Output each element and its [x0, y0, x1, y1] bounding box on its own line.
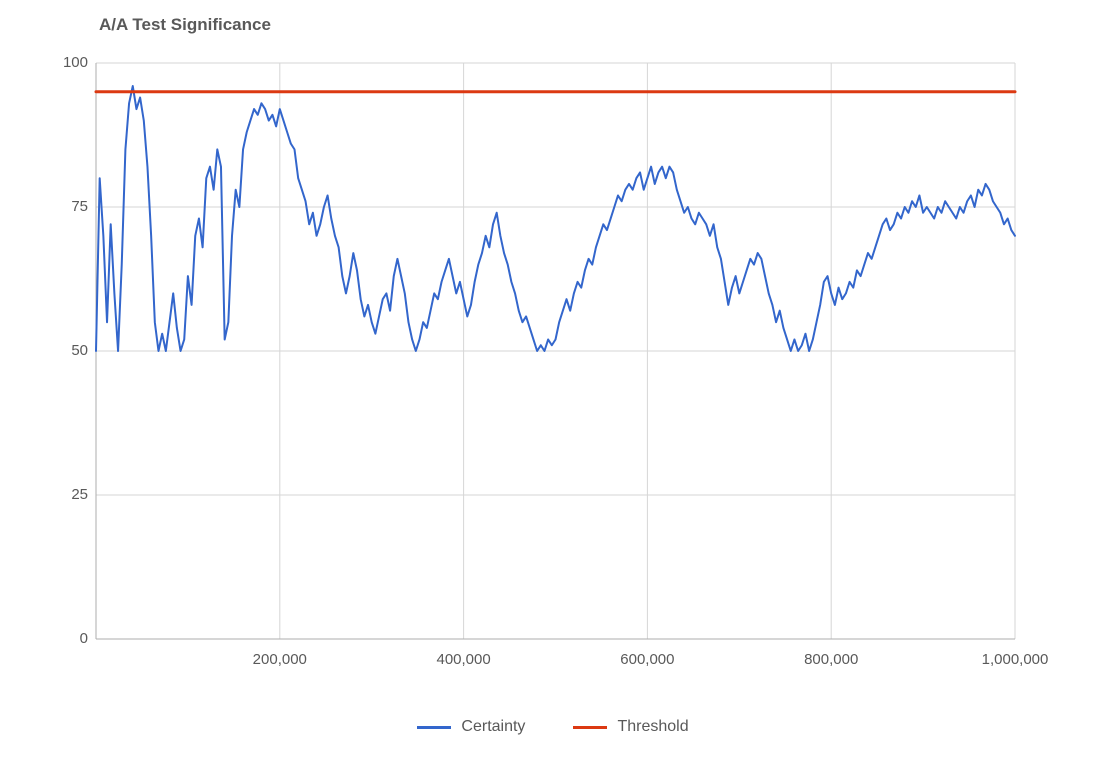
legend-item: Certainty [417, 718, 525, 736]
x-tick-label: 200,000 [253, 651, 307, 668]
x-tick-label: 400,000 [436, 651, 490, 668]
chart-plot [0, 0, 1106, 769]
x-tick-label: 600,000 [620, 651, 674, 668]
x-tick-label: 800,000 [804, 651, 858, 668]
x-tick-label: 1,000,000 [982, 651, 1049, 668]
legend: Certainty Threshold [0, 718, 1106, 736]
y-tick-label: 100 [48, 54, 88, 71]
series-line-0 [96, 86, 1015, 351]
legend-label: Certainty [461, 718, 525, 736]
chart-container: A/A Test Significance CertaintyThreshold… [0, 0, 1106, 769]
legend-label: Threshold [617, 718, 688, 736]
y-tick-label: 75 [48, 198, 88, 215]
legend-item: Threshold [573, 718, 688, 736]
y-tick-label: 0 [48, 630, 88, 647]
y-tick-label: 25 [48, 486, 88, 503]
y-tick-label: 50 [48, 342, 88, 359]
legend-swatch [417, 726, 451, 729]
legend-swatch [573, 726, 607, 729]
